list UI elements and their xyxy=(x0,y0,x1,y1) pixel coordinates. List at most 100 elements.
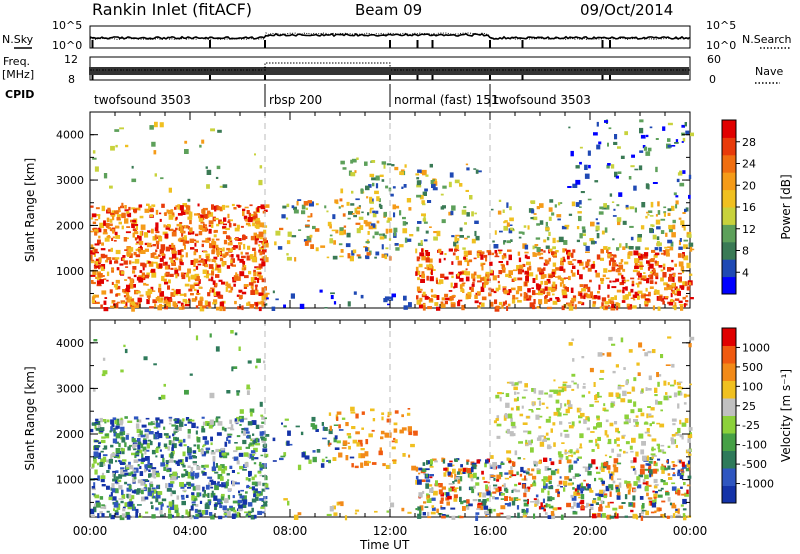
velocity-cell xyxy=(227,488,232,492)
power-cell xyxy=(650,224,654,227)
velocity-cell xyxy=(121,513,126,518)
velocity-cell xyxy=(608,392,614,397)
power-cell xyxy=(181,304,185,310)
velocity-cell xyxy=(589,506,594,510)
power-cell xyxy=(627,252,633,255)
power-cell xyxy=(625,204,629,209)
power-cell xyxy=(161,305,165,307)
power-cell xyxy=(205,301,211,307)
power-cell xyxy=(441,297,446,301)
velocity-cell xyxy=(573,491,578,496)
velocity-cell xyxy=(573,460,578,464)
power-cell xyxy=(154,121,158,128)
velocity-cell xyxy=(146,442,150,447)
power-cell xyxy=(254,239,258,245)
power-cell xyxy=(165,225,169,228)
velocity-cell xyxy=(557,493,560,498)
power-cell xyxy=(407,238,412,242)
velocity-cell xyxy=(247,502,253,507)
velocity-cell xyxy=(576,383,579,389)
velocity-cell xyxy=(247,421,253,426)
power-cell xyxy=(471,211,474,217)
velocity-cell xyxy=(249,442,252,446)
velocity-cell xyxy=(597,496,601,501)
velocity-cell xyxy=(344,515,348,521)
power-cell xyxy=(476,274,482,279)
velocity-cell xyxy=(190,471,195,477)
velocity-cell xyxy=(185,509,188,515)
velocity-cell xyxy=(179,482,184,487)
velocity-cell xyxy=(255,365,258,369)
power-cell xyxy=(463,255,468,257)
velocity-cell xyxy=(235,482,240,485)
power-cell xyxy=(366,221,372,224)
velocity-cell xyxy=(252,453,255,456)
power-cell xyxy=(548,257,551,262)
power-cell xyxy=(490,288,494,293)
power-cell xyxy=(259,222,264,228)
velocity-cell xyxy=(161,394,166,400)
power-cell xyxy=(101,205,106,212)
power-cell xyxy=(247,217,253,223)
velocity-cell xyxy=(511,383,516,387)
power-cell xyxy=(329,224,332,229)
power-cell xyxy=(218,279,223,282)
power-cell xyxy=(209,289,212,293)
velocity-cell xyxy=(568,467,572,473)
velocity-cell xyxy=(597,352,603,357)
power-cell xyxy=(660,230,665,234)
power-cell xyxy=(649,215,654,217)
power-cell xyxy=(567,260,573,265)
power-cell xyxy=(619,243,622,248)
velocity-cell xyxy=(202,444,207,446)
power-cell xyxy=(250,235,256,241)
velocity-cell xyxy=(165,483,168,489)
power-cell xyxy=(132,279,135,283)
power-cell xyxy=(395,205,400,209)
velocity-cell xyxy=(261,463,267,468)
velocity-cell xyxy=(508,460,512,463)
power-cell xyxy=(474,212,477,215)
power-cell xyxy=(590,221,595,227)
power-cell xyxy=(508,254,512,261)
power-cell xyxy=(150,208,154,213)
power-cell xyxy=(626,279,630,282)
velocity-cell xyxy=(283,425,287,428)
velocity-cell xyxy=(181,473,184,478)
velocity-cell xyxy=(636,476,640,481)
power-cell xyxy=(190,274,195,280)
power-cell xyxy=(602,274,606,278)
power-cell xyxy=(159,257,164,262)
velocity-cell xyxy=(439,500,444,504)
velocity-cell xyxy=(609,477,612,480)
power-cell xyxy=(90,244,94,250)
velocity-cell xyxy=(425,468,430,471)
power-cell xyxy=(260,300,264,303)
power-cell xyxy=(508,276,512,278)
power-cell xyxy=(570,300,575,304)
velocity-cell xyxy=(605,419,609,423)
power-cell xyxy=(568,126,571,129)
power-cell xyxy=(543,274,547,278)
power-cell xyxy=(170,259,174,263)
power-cell xyxy=(382,234,387,239)
power-cell xyxy=(163,300,169,304)
velocity-cell xyxy=(243,495,247,500)
power-cell xyxy=(369,207,374,210)
velocity-cell xyxy=(600,479,604,482)
power-cell xyxy=(483,254,488,258)
power-cell xyxy=(233,207,237,210)
velocity-cell xyxy=(680,504,684,507)
velocity-cell xyxy=(541,488,546,491)
velocity-cell xyxy=(91,514,95,518)
power-cell xyxy=(419,194,424,200)
power-cell xyxy=(369,196,373,203)
velocity-cell xyxy=(535,461,539,467)
power-cell xyxy=(186,212,191,214)
velocity-cell xyxy=(551,513,556,520)
power-cell xyxy=(607,256,611,259)
power-cell xyxy=(202,223,206,230)
power-cell xyxy=(347,217,351,220)
velocity-cell xyxy=(261,421,265,424)
power-cell xyxy=(545,260,550,265)
